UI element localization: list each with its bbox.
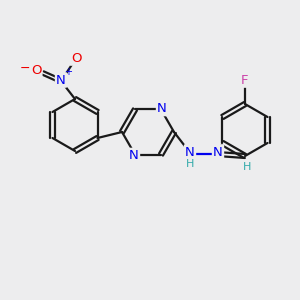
Text: F: F [241, 74, 249, 86]
Text: N: N [129, 149, 139, 162]
Text: H: H [243, 162, 251, 172]
Text: N: N [56, 74, 66, 86]
Text: N: N [213, 146, 223, 158]
Text: H: H [186, 159, 194, 169]
Text: +: + [64, 67, 72, 77]
Text: −: − [20, 61, 30, 74]
Text: O: O [71, 52, 81, 64]
Text: N: N [185, 146, 195, 158]
Text: N: N [157, 102, 167, 115]
Text: O: O [31, 64, 41, 76]
